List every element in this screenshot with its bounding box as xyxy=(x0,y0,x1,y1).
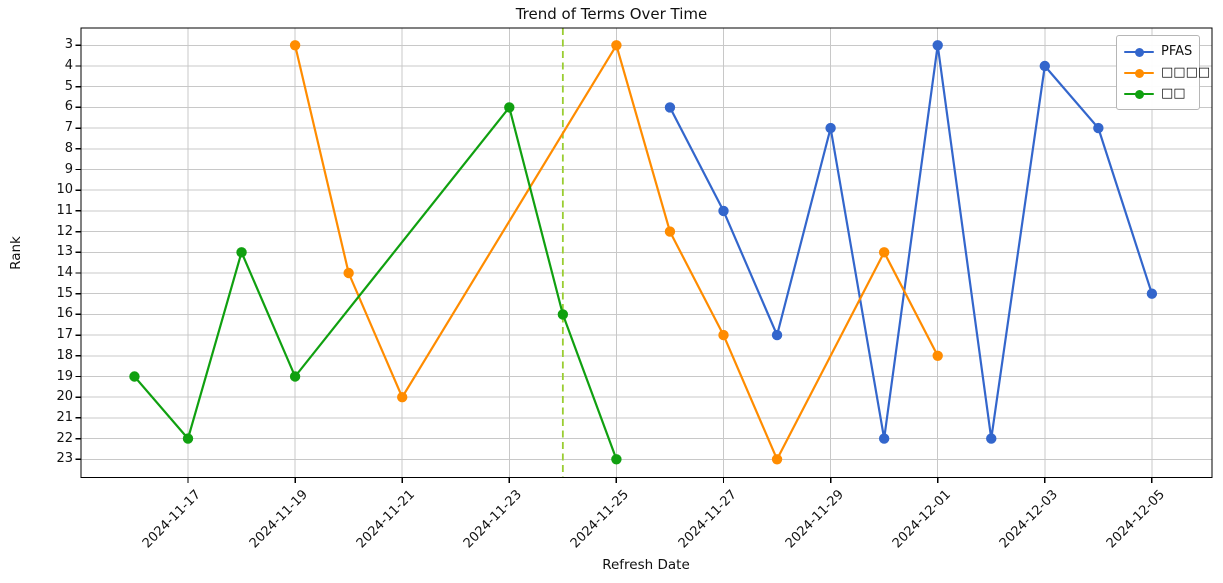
y-tick-label: 15 xyxy=(56,285,73,301)
legend-line-marker-icon xyxy=(1124,67,1154,79)
data-point-marker xyxy=(932,40,943,51)
data-point-marker xyxy=(664,226,676,237)
legend-label: □□ xyxy=(1161,86,1186,101)
series-line-□□ xyxy=(133,106,618,460)
legend-label: PFAS xyxy=(1161,44,1193,59)
y-axis-label: Rank xyxy=(8,236,24,270)
data-point-marker xyxy=(771,454,783,465)
y-tick-label: 14 xyxy=(56,265,73,280)
data-point-marker xyxy=(289,371,301,382)
legend-label: □□□□ xyxy=(1161,65,1211,80)
legend-item-PFAS: PFAS xyxy=(1124,41,1193,62)
legend-line-marker-icon xyxy=(1124,88,1154,100)
y-tick-label: 13 xyxy=(56,244,73,260)
y-tick-label: 21 xyxy=(56,409,73,425)
legend-item-□□: □□ xyxy=(1124,83,1193,104)
y-tick-label: 4 xyxy=(64,58,73,73)
data-point-marker xyxy=(986,433,997,444)
data-point-marker xyxy=(718,205,729,217)
y-tick-label: 20 xyxy=(56,389,73,405)
legend: PFAS □□□□ □□ xyxy=(1116,35,1210,110)
data-point-marker xyxy=(557,309,569,320)
data-point-marker xyxy=(771,329,783,341)
data-point-marker xyxy=(718,329,729,341)
legend-item-□□□□: □□□□ xyxy=(1124,62,1210,83)
y-tick-label: 18 xyxy=(56,347,73,363)
data-point-marker xyxy=(504,102,515,113)
data-point-marker xyxy=(878,247,890,258)
x-axis-label: Refresh Date xyxy=(602,557,690,573)
y-tick-label: 12 xyxy=(56,223,73,239)
y-tick-label: 11 xyxy=(56,202,73,218)
y-tick-label: 6 xyxy=(64,99,73,115)
y-tick-label: 16 xyxy=(56,306,73,322)
data-point-marker xyxy=(182,433,194,444)
data-point-marker xyxy=(1093,122,1104,134)
y-tick-label: 5 xyxy=(64,78,73,94)
data-point-marker xyxy=(129,371,140,382)
data-point-marker xyxy=(878,433,890,444)
y-tick-label: 7 xyxy=(64,120,73,136)
data-point-marker xyxy=(343,267,354,279)
data-point-marker xyxy=(611,454,622,465)
chart-title: Trend of Terms Over Time xyxy=(515,5,708,23)
data-point-marker xyxy=(932,350,943,361)
y-tick-label: 8 xyxy=(64,140,73,156)
data-point-marker xyxy=(664,102,676,113)
data-point-marker xyxy=(611,40,622,51)
data-point-marker xyxy=(825,122,836,134)
y-tick-label: 22 xyxy=(56,430,73,446)
data-point-marker xyxy=(1146,288,1158,299)
data-point-marker xyxy=(397,392,408,403)
y-tick-label: 17 xyxy=(56,327,73,343)
series-line-PFAS xyxy=(668,44,1153,440)
y-tick-label: 23 xyxy=(56,451,73,467)
data-point-marker xyxy=(1039,60,1051,72)
y-tick-label: 9 xyxy=(64,161,73,177)
y-tick-label: 19 xyxy=(56,368,73,384)
data-point-marker xyxy=(289,40,301,51)
legend-line-marker-icon xyxy=(1124,46,1154,58)
y-tick-label: 3 xyxy=(64,37,73,53)
y-tick-label: 10 xyxy=(56,182,73,198)
data-point-marker xyxy=(236,247,247,258)
